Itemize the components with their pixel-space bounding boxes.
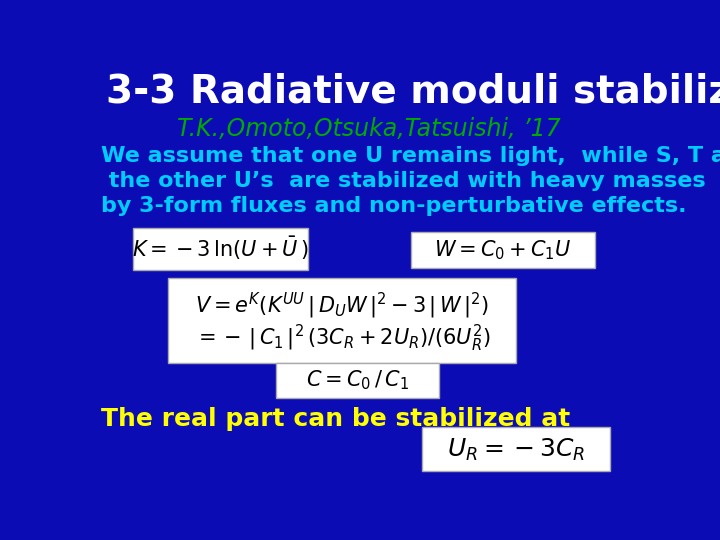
Text: the other U’s  are stabilized with heavy masses: the other U’s are stabilized with heavy …: [101, 171, 706, 191]
Text: T.K.,Omoto,Otsuka,Tatsuishi, ’17: T.K.,Omoto,Otsuka,Tatsuishi, ’17: [177, 117, 561, 141]
Text: by 3-form fluxes and non-perturbative effects.: by 3-form fluxes and non-perturbative ef…: [101, 197, 687, 217]
Text: $C = C_0\,/\,C_1$: $C = C_0\,/\,C_1$: [306, 369, 409, 392]
FancyBboxPatch shape: [133, 228, 308, 269]
FancyBboxPatch shape: [168, 278, 516, 363]
FancyBboxPatch shape: [276, 363, 439, 398]
FancyBboxPatch shape: [422, 428, 610, 471]
Text: $W = C_0 + C_1 U$: $W = C_0 + C_1 U$: [434, 238, 572, 262]
Text: $V = e^{K}(K^{UU}\,|\,D_U W\,|^2 - 3\,|\,W\,|^2)$: $V = e^{K}(K^{UU}\,|\,D_U W\,|^2 - 3\,|\…: [195, 291, 489, 321]
Text: $= -\,|\,C_1\,|^2\,(3C_R + 2U_R)/(6U_R^2)$: $= -\,|\,C_1\,|^2\,(3C_R + 2U_R)/(6U_R^2…: [194, 323, 490, 354]
Text: The real part can be stabilized at: The real part can be stabilized at: [101, 408, 570, 431]
Text: We assume that one U remains light,  while S, T and: We assume that one U remains light, whil…: [101, 146, 720, 166]
Text: $U_R = -3C_R$: $U_R = -3C_R$: [447, 436, 585, 463]
Text: 3-3 Radiative moduli stabilization: 3-3 Radiative moduli stabilization: [106, 72, 720, 111]
Text: $K = -3\,\ln(U + \bar{U}\,)$: $K = -3\,\ln(U + \bar{U}\,)$: [132, 235, 309, 262]
FancyBboxPatch shape: [410, 232, 595, 268]
